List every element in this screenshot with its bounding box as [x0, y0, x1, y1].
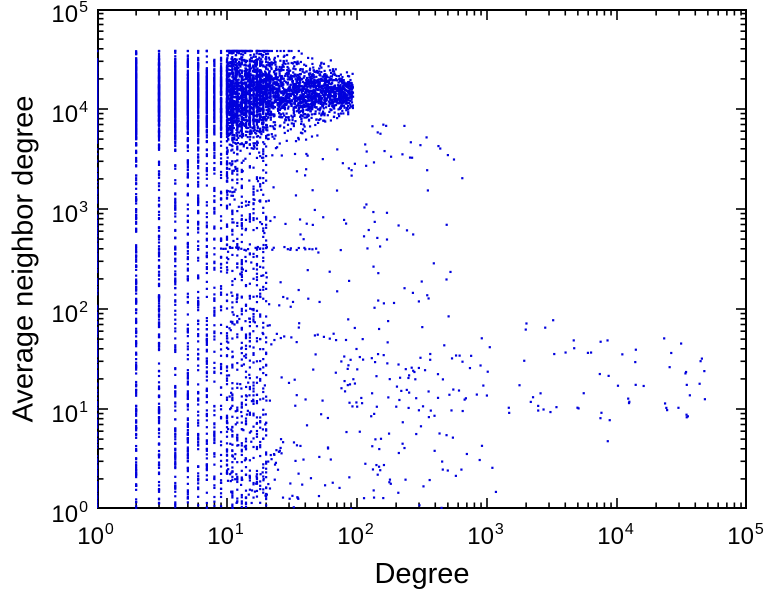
tick-base: 10 — [51, 201, 79, 228]
tick-exponent: 3 — [494, 521, 504, 538]
tick-exponent: 2 — [364, 521, 374, 538]
y-axis-label: Average neighbor degree — [7, 95, 40, 423]
y-tick-label: 103 — [0, 195, 88, 229]
tick-exponent: 4 — [624, 521, 634, 538]
x-tick-label: 103 — [467, 517, 504, 551]
x-tick-label: 105 — [727, 517, 764, 551]
tick-base: 10 — [597, 523, 624, 550]
x-tick-label: 100 — [77, 517, 114, 551]
tick-base: 10 — [51, 501, 79, 528]
tick-exponent: 1 — [79, 399, 88, 416]
y-tick-label: 104 — [0, 95, 88, 129]
y-tick-label: 102 — [0, 295, 88, 329]
tick-exponent: 0 — [79, 499, 88, 516]
tick-exponent: 5 — [79, 0, 88, 16]
tick-base: 10 — [51, 301, 79, 328]
x-axis-label: Degree — [374, 558, 470, 590]
scatter-plot-canvas — [97, 9, 747, 509]
tick-base: 10 — [51, 1, 79, 28]
x-tick-label: 102 — [337, 517, 374, 551]
tick-exponent: 4 — [79, 99, 88, 116]
y-tick-label: 105 — [0, 0, 88, 29]
tick-base: 10 — [727, 523, 754, 550]
y-tick-label: 101 — [0, 395, 88, 429]
tick-base: 10 — [51, 401, 79, 428]
tick-base: 10 — [467, 523, 494, 550]
x-tick-label: 104 — [597, 517, 634, 551]
tick-exponent: 1 — [234, 521, 244, 538]
tick-base: 10 — [51, 101, 79, 128]
x-tick-label: 101 — [207, 517, 244, 551]
tick-base: 10 — [77, 523, 104, 550]
tick-exponent: 0 — [104, 521, 114, 538]
tick-exponent: 2 — [79, 299, 88, 316]
y-tick-label: 100 — [0, 495, 88, 529]
tick-base: 10 — [207, 523, 234, 550]
tick-base: 10 — [337, 523, 364, 550]
tick-exponent: 5 — [754, 521, 764, 538]
tick-exponent: 3 — [79, 199, 88, 216]
